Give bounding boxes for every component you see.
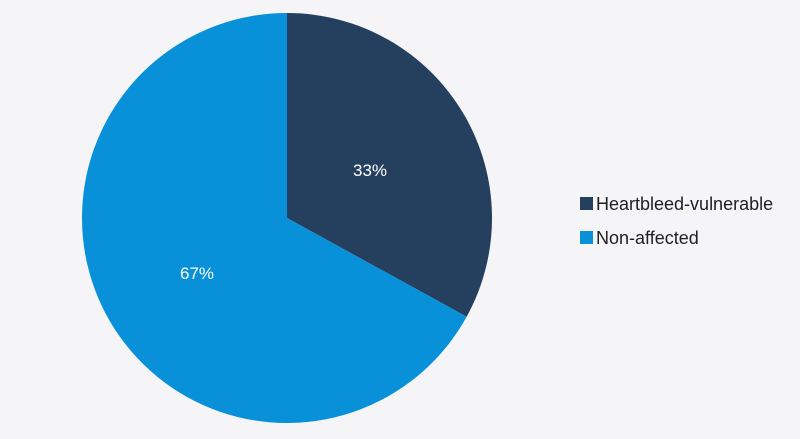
pie-slice-heartbleed-vulnerable[interactable]	[287, 13, 492, 317]
legend: Heartbleed-vulnerable Non-affected	[580, 194, 773, 248]
legend-item-non-affected[interactable]: Non-affected	[580, 228, 699, 248]
slice-label-non-affected: 67%	[180, 264, 214, 283]
legend-label-non-affected: Non-affected	[596, 228, 699, 248]
pie-plot	[81, 12, 492, 424]
legend-label-heartbleed-vulnerable: Heartbleed-vulnerable	[596, 194, 773, 214]
legend-swatch-heartbleed-vulnerable-icon	[580, 197, 593, 210]
legend-item-heartbleed-vulnerable[interactable]: Heartbleed-vulnerable	[580, 194, 773, 214]
pie-slice-non-affected[interactable]	[81, 12, 467, 424]
legend-swatch-non-affected-icon	[580, 231, 593, 244]
slice-label-heartbleed-vulnerable: 33%	[353, 161, 387, 180]
